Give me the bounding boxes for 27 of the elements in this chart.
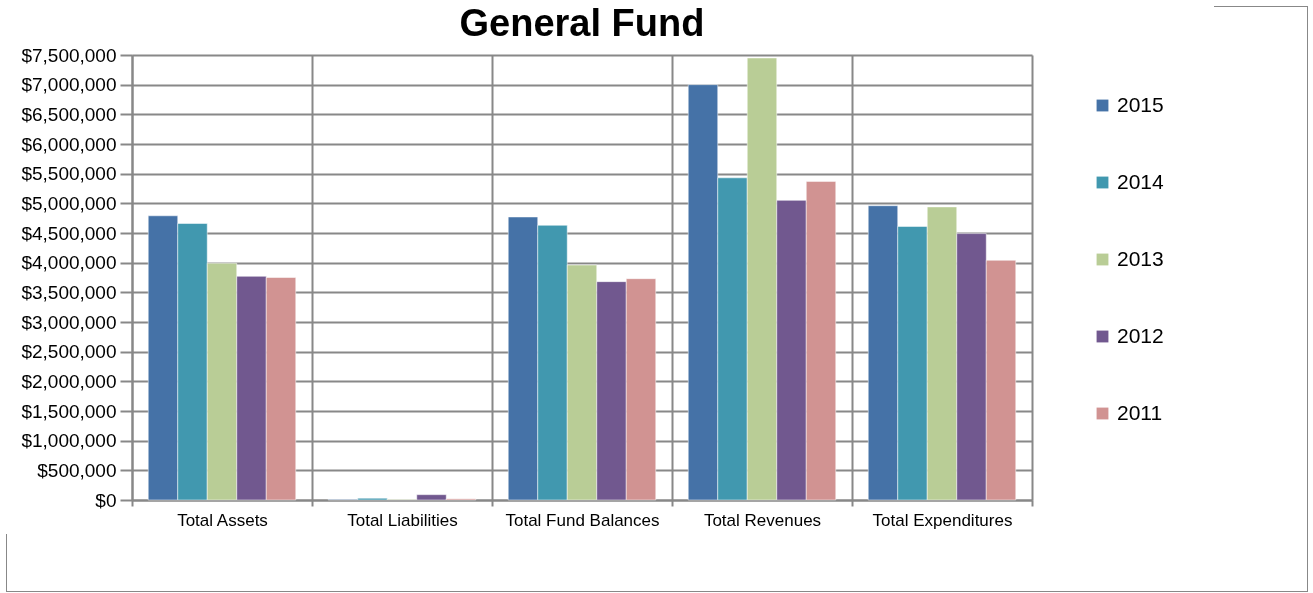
y-tick-label: $3,000,000 bbox=[21, 311, 117, 333]
legend-label: 2015 bbox=[1117, 92, 1164, 116]
y-tick-label: $5,500,000 bbox=[21, 163, 117, 185]
y-tick-label: $7,000,000 bbox=[21, 74, 117, 96]
legend-label: 2011 bbox=[1117, 400, 1163, 424]
y-tick-label: $1,000,000 bbox=[21, 430, 117, 452]
legend-label: 2013 bbox=[1117, 246, 1164, 270]
y-tick-label: $6,500,000 bbox=[21, 103, 117, 125]
legend-label: 2012 bbox=[1117, 323, 1164, 347]
y-tick-label: $4,500,000 bbox=[21, 222, 117, 244]
legend-label: 2014 bbox=[1117, 169, 1165, 193]
y-tick-label: $2,500,000 bbox=[21, 341, 117, 363]
y-tick-label: $4,000,000 bbox=[21, 252, 117, 274]
y-tick-label: $7,500,000 bbox=[21, 44, 117, 66]
x-tick-label: Total Liabilities bbox=[347, 510, 458, 530]
x-tick-label: Total Expenditures bbox=[872, 510, 1013, 530]
y-tick-label: $500,000 bbox=[37, 459, 117, 481]
y-tick-label: $5,000,000 bbox=[21, 192, 117, 214]
x-tick-label: Total Revenues bbox=[703, 510, 822, 530]
y-tick-label: $6,000,000 bbox=[21, 133, 117, 155]
y-tick-label: $0 bbox=[95, 489, 117, 511]
x-tick-label: Total Assets bbox=[177, 510, 268, 530]
y-tick-label: $2,000,000 bbox=[21, 370, 117, 392]
y-tick-label: $1,500,000 bbox=[21, 400, 117, 422]
chart-title: General Fund bbox=[459, 2, 705, 44]
y-tick-label: $3,500,000 bbox=[21, 281, 117, 303]
x-tick-label: Total Fund Balances bbox=[505, 510, 660, 530]
